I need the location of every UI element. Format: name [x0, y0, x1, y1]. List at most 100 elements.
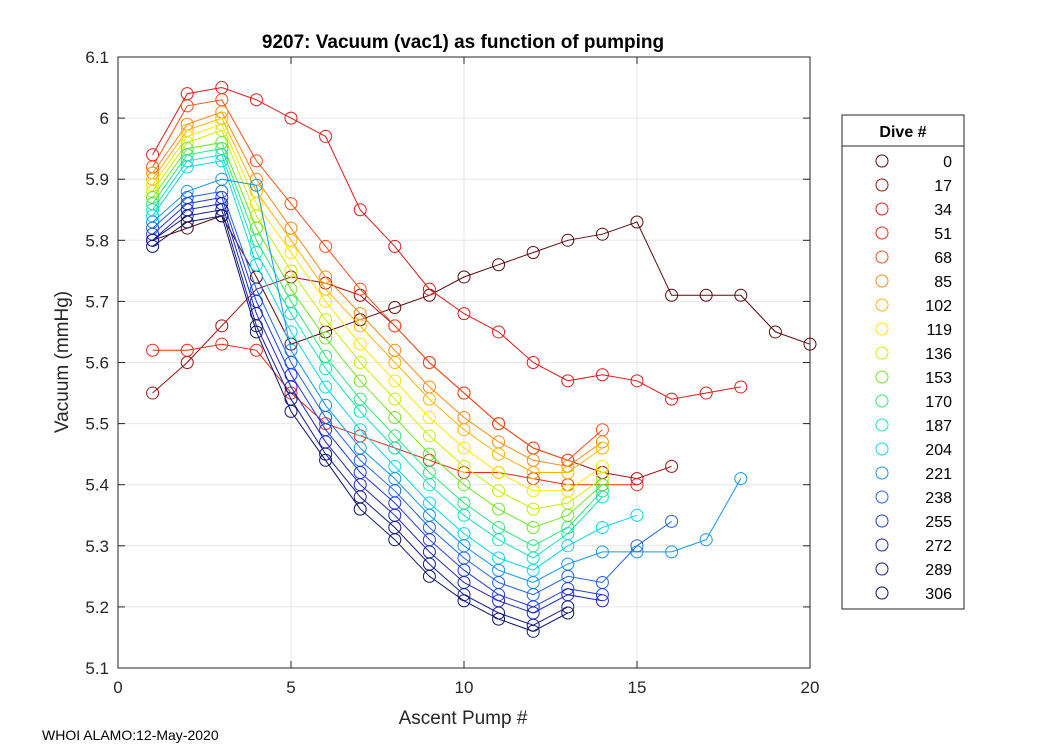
legend-marker [875, 490, 889, 504]
data-point [526, 484, 540, 498]
data-point [180, 99, 194, 113]
legend-marker [875, 370, 889, 384]
data-point [492, 502, 506, 516]
chart-title: 9207: Vacuum (vac1) as function of pumpi… [262, 32, 664, 53]
data-point [353, 319, 367, 333]
legend-marker [875, 322, 889, 336]
legend-marker [875, 298, 889, 312]
legend-label: 119 [926, 322, 952, 339]
legend-item: 102 [875, 298, 952, 315]
legend-item: 0 [875, 154, 952, 171]
series-dive-204 [146, 154, 644, 577]
data-point [699, 386, 713, 400]
data-point [353, 502, 367, 516]
y-axis-label: Vacuum (mmHg) [52, 291, 73, 433]
y-tick-label: 5.8 [85, 231, 109, 250]
data-point [665, 514, 679, 528]
legend-marker [875, 466, 889, 480]
data-point [422, 392, 436, 406]
data-point [457, 478, 471, 492]
legend-item: 204 [875, 442, 952, 459]
legend-label: 170 [925, 394, 952, 411]
y-tick-label: 5.2 [85, 598, 109, 617]
legend-marker [875, 226, 889, 240]
legend-label: 153 [925, 370, 952, 387]
data-point [215, 154, 229, 168]
legend-label: 17 [934, 178, 952, 195]
legend-label: 272 [925, 538, 952, 555]
data-point [146, 386, 160, 400]
data-point [595, 520, 609, 534]
legend-label: 51 [934, 226, 952, 243]
legend-item: 34 [875, 202, 952, 219]
legend-marker [875, 538, 889, 552]
data-point [492, 258, 506, 272]
data-point [595, 490, 609, 504]
data-point [284, 307, 298, 321]
data-point [180, 343, 194, 357]
data-point [180, 160, 194, 174]
y-tick-label: 5.6 [85, 354, 109, 373]
legend-label: 68 [934, 250, 952, 267]
series-line [152, 148, 603, 547]
data-point [388, 392, 402, 406]
data-point [492, 417, 506, 431]
legend-item: 221 [875, 466, 952, 483]
data-point [284, 111, 298, 125]
legend-marker [875, 562, 889, 576]
data-point [388, 441, 402, 455]
legend-item: 272 [875, 538, 952, 555]
x-tick-label: 15 [628, 678, 647, 697]
data-point [665, 459, 679, 473]
data-point [492, 533, 506, 547]
data-point [457, 459, 471, 473]
data-point [734, 288, 748, 302]
series-dive-34 [146, 81, 748, 406]
data-point [492, 465, 506, 479]
data-point [665, 392, 679, 406]
series-line [152, 141, 603, 529]
legend-entries: 0 17 34 51 68 85 102 119 136 153 170 187 204 221 238 25… [875, 154, 952, 603]
data-point [492, 325, 506, 339]
legend-label: 306 [925, 586, 952, 603]
data-point [561, 374, 575, 388]
series-dive-306 [146, 209, 575, 638]
data-point [249, 258, 263, 272]
legend-item: 51 [875, 226, 952, 243]
data-point [457, 386, 471, 400]
legend-label: 85 [934, 274, 952, 291]
data-point [388, 533, 402, 547]
legend-item: 17 [875, 178, 952, 195]
data-point [457, 307, 471, 321]
legend-item: 170 [875, 394, 952, 411]
legend-label: 255 [925, 514, 952, 531]
legend-item: 136 [875, 346, 952, 363]
legend-label: 204 [925, 442, 952, 459]
data-point [353, 374, 367, 388]
x-axis-label: Ascent Pump # [399, 708, 528, 729]
data-point [734, 472, 748, 486]
legend-marker [875, 250, 889, 264]
legend-label: 221 [925, 466, 952, 483]
data-point [422, 410, 436, 424]
data-point [457, 508, 471, 522]
y-tick-label: 5.5 [85, 415, 109, 434]
x-tick-label: 10 [455, 678, 474, 697]
data-point [595, 368, 609, 382]
footer-credit: WHOI ALAMO:12-May-2020 [42, 727, 219, 743]
data-point [699, 533, 713, 547]
legend-marker [875, 274, 889, 288]
data-point [492, 484, 506, 498]
series-line [152, 343, 637, 486]
data-point [526, 356, 540, 369]
data-point [595, 435, 609, 449]
data-point [526, 465, 540, 479]
legend-item: 238 [875, 490, 952, 507]
data-point [353, 337, 367, 351]
series-dive-136 [146, 123, 609, 516]
series-dive-187 [146, 148, 609, 565]
data-point [319, 239, 333, 253]
data-point [526, 624, 540, 638]
data-point [526, 520, 540, 534]
y-tick-label: 5.9 [85, 170, 109, 189]
